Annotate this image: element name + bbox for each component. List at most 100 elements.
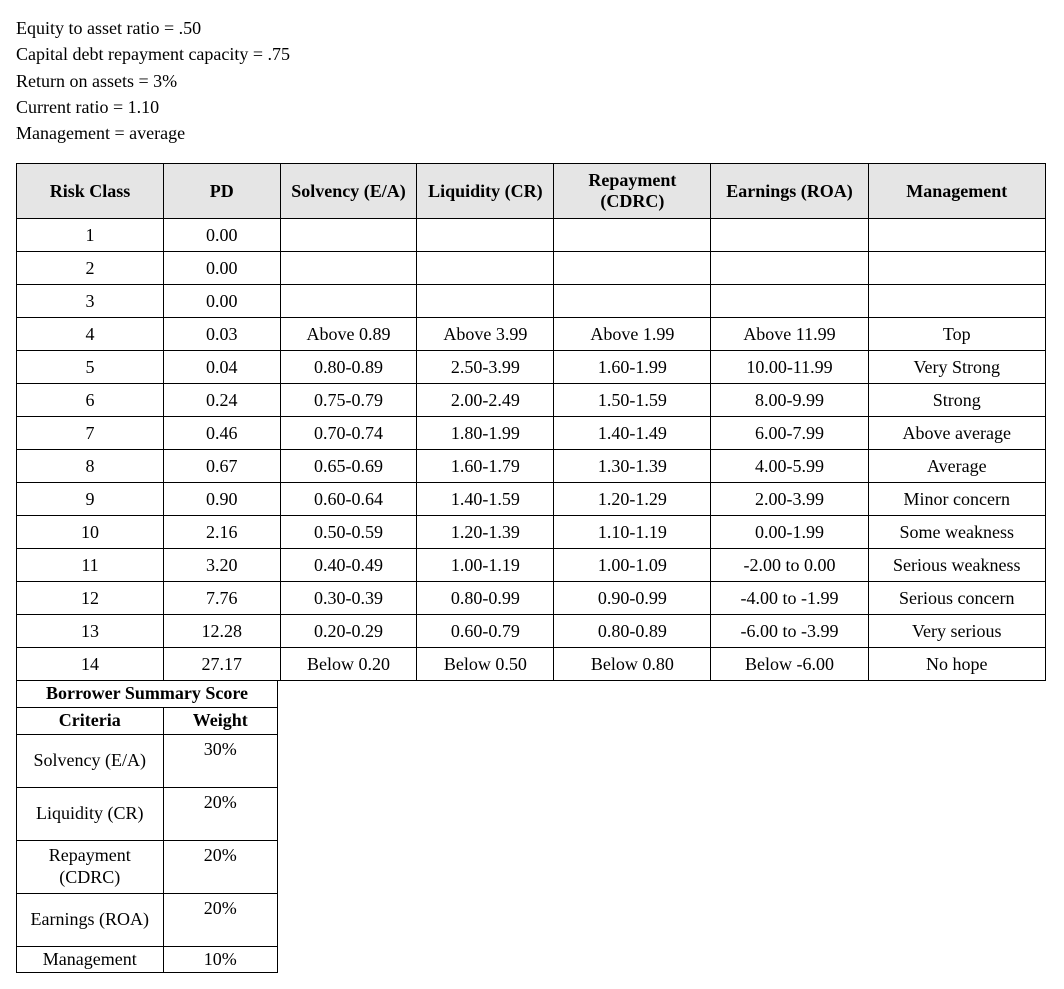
summary-header-row: Criteria Weight [17,708,278,735]
summary-tbody: Solvency (E/A)30%Liquidity (CR)20%Repaym… [17,734,278,973]
table-cell: 1.10-1.19 [554,516,711,549]
criteria-cell: Earnings (ROA) [17,893,164,946]
intro-block: Equity to asset ratio = .50 Capital debt… [16,16,1048,145]
table-cell: Very serious [868,615,1045,648]
table-cell: -2.00 to 0.00 [711,549,868,582]
table-cell: 7 [17,417,164,450]
table-cell: 12.28 [164,615,281,648]
borrower-summary-table: Borrower Summary Score Criteria Weight S… [16,680,278,973]
table-cell: Some weakness [868,516,1045,549]
table-cell: 0.20-0.29 [280,615,417,648]
weight-cell: 20% [163,840,277,893]
table-cell: 0.70-0.74 [280,417,417,450]
table-cell: 27.17 [164,648,281,681]
summary-row: Management10% [17,946,278,973]
table-row: 80.670.65-0.691.60-1.791.30-1.394.00-5.9… [17,450,1046,483]
summary-title: Borrower Summary Score [17,681,278,708]
table-cell: Serious concern [868,582,1045,615]
table-row: 60.240.75-0.792.00-2.491.50-1.598.00-9.9… [17,384,1046,417]
table-cell: 1.00-1.19 [417,549,554,582]
table-cell: 4 [17,318,164,351]
table-cell [554,285,711,318]
table-cell: 0.60-0.64 [280,483,417,516]
table-cell: 1.60-1.79 [417,450,554,483]
intro-line: Management = average [16,121,1048,145]
summary-row: Liquidity (CR)20% [17,787,278,840]
col-header-criteria: Criteria [17,708,164,735]
table-cell: 1.30-1.39 [554,450,711,483]
table-cell: 0.24 [164,384,281,417]
table-row: 70.460.70-0.741.80-1.991.40-1.496.00-7.9… [17,417,1046,450]
table-cell: 1 [17,219,164,252]
weight-cell: 10% [163,946,277,973]
table-cell: -4.00 to -1.99 [711,582,868,615]
summary-title-row: Borrower Summary Score [17,681,278,708]
table-cell: 0.03 [164,318,281,351]
table-cell: 0.80-0.89 [280,351,417,384]
col-header-repayment: Repayment (CDRC) [554,164,711,219]
col-header-management: Management [868,164,1045,219]
table-cell [417,285,554,318]
table-cell: 5 [17,351,164,384]
table-cell: 13 [17,615,164,648]
table-cell [868,252,1045,285]
table-cell: 8 [17,450,164,483]
table-cell: Above 11.99 [711,318,868,351]
table-cell [711,285,868,318]
col-header-weight: Weight [163,708,277,735]
table-row: 113.200.40-0.491.00-1.191.00-1.09-2.00 t… [17,549,1046,582]
table-cell: 0.90 [164,483,281,516]
criteria-cell: Management [17,946,164,973]
table-cell [417,219,554,252]
table-row: 10.00 [17,219,1046,252]
table-cell: 10 [17,516,164,549]
weight-cell: 30% [163,734,277,787]
table-cell: 1.80-1.99 [417,417,554,450]
criteria-cell: Liquidity (CR) [17,787,164,840]
col-header-solvency: Solvency (E/A) [280,164,417,219]
risk-class-tbody: 10.0020.0030.0040.03Above 0.89Above 3.99… [17,219,1046,681]
col-header-earnings: Earnings (ROA) [711,164,868,219]
table-cell: 0.75-0.79 [280,384,417,417]
table-cell: Below 0.20 [280,648,417,681]
table-cell: 1.60-1.99 [554,351,711,384]
table-cell: 2 [17,252,164,285]
table-cell: 0.40-0.49 [280,549,417,582]
weight-cell: 20% [163,893,277,946]
table-row: 20.00 [17,252,1046,285]
table-cell: 2.00-2.49 [417,384,554,417]
table-header-row: Risk Class PD Solvency (E/A) Liquidity (… [17,164,1046,219]
col-header-liquidity: Liquidity (CR) [417,164,554,219]
intro-line: Return on assets = 3% [16,69,1048,93]
table-cell [868,219,1045,252]
table-row: 50.040.80-0.892.50-3.991.60-1.9910.00-11… [17,351,1046,384]
intro-line: Current ratio = 1.10 [16,95,1048,119]
table-cell: 0.65-0.69 [280,450,417,483]
table-cell: Very Strong [868,351,1045,384]
table-row: 102.160.50-0.591.20-1.391.10-1.190.00-1.… [17,516,1046,549]
table-row: 30.00 [17,285,1046,318]
table-cell: Above 0.89 [280,318,417,351]
table-cell [711,252,868,285]
summary-row: Solvency (E/A)30% [17,734,278,787]
table-cell: 1.40-1.49 [554,417,711,450]
intro-line: Capital debt repayment capacity = .75 [16,42,1048,66]
table-cell: -6.00 to -3.99 [711,615,868,648]
table-cell: 0.60-0.79 [417,615,554,648]
table-cell: Below -6.00 [711,648,868,681]
table-cell [554,252,711,285]
table-cell: 0.80-0.89 [554,615,711,648]
table-cell: No hope [868,648,1045,681]
table-row: 127.760.30-0.390.80-0.990.90-0.99-4.00 t… [17,582,1046,615]
table-cell: 3.20 [164,549,281,582]
table-row: 1427.17Below 0.20Below 0.50Below 0.80Bel… [17,648,1046,681]
intro-line: Equity to asset ratio = .50 [16,16,1048,40]
risk-class-table: Risk Class PD Solvency (E/A) Liquidity (… [16,163,1046,681]
table-cell: 0.00 [164,219,281,252]
table-cell: Above 1.99 [554,318,711,351]
table-cell: 0.30-0.39 [280,582,417,615]
table-cell: Above average [868,417,1045,450]
table-cell: 1.20-1.29 [554,483,711,516]
col-header-pd: PD [164,164,281,219]
table-cell: 0.90-0.99 [554,582,711,615]
